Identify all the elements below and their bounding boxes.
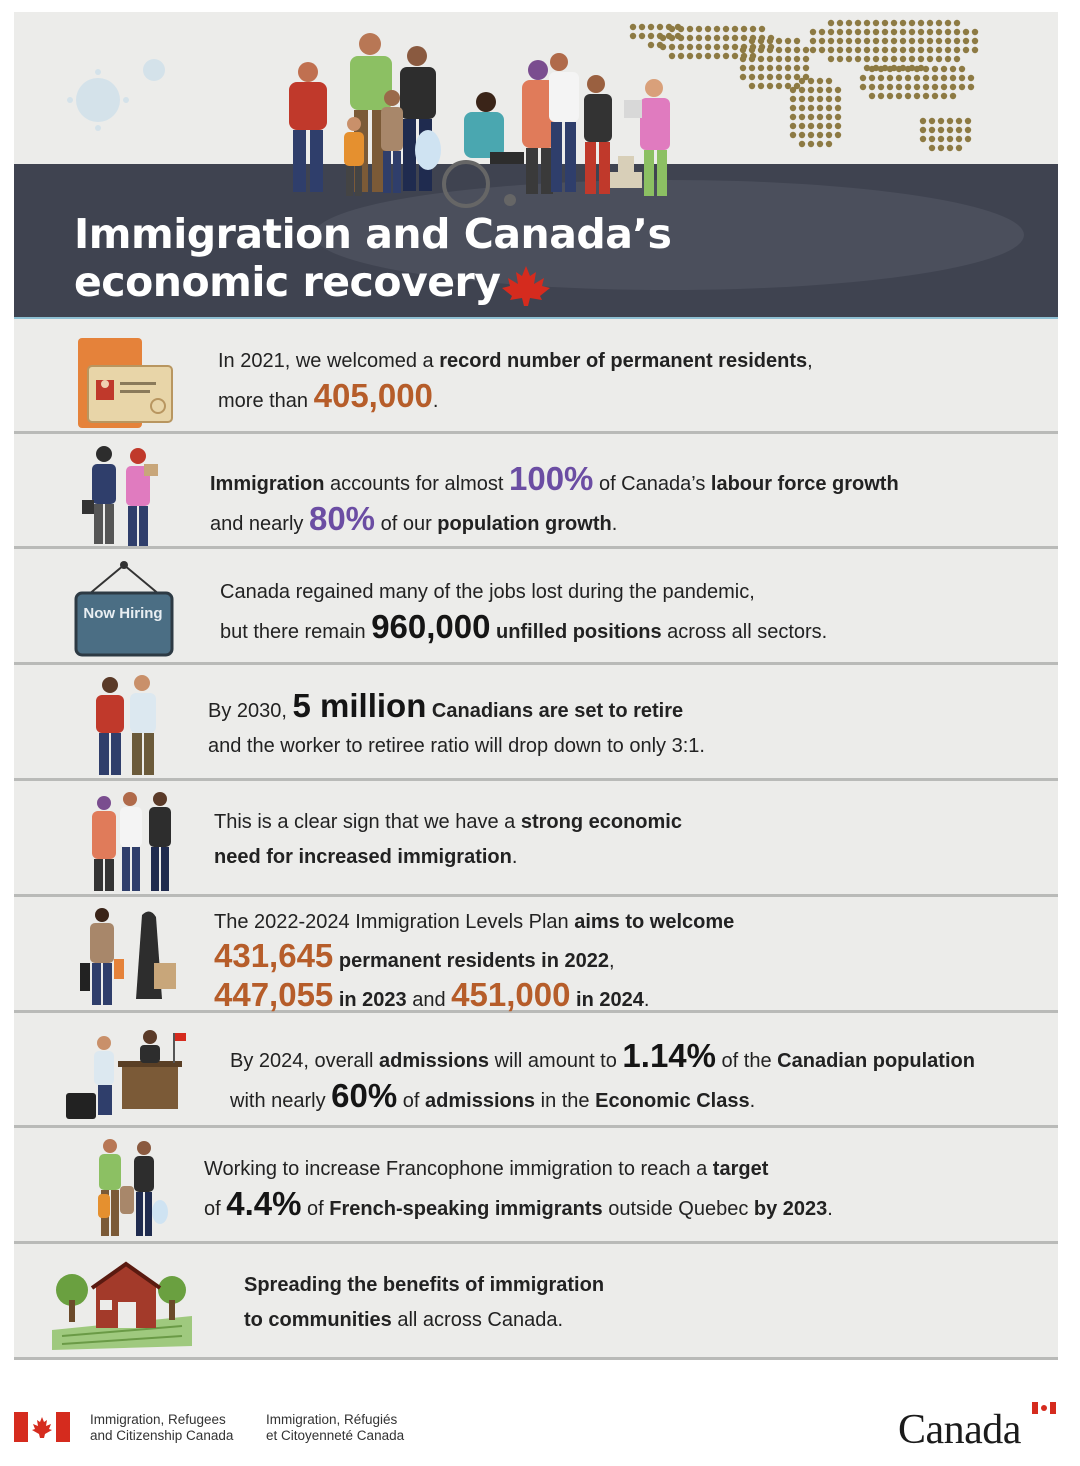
page-title: Immigration and Canada’s economic recove…: [74, 210, 672, 306]
stat-value-1-14-percent: 1.14%: [622, 1037, 716, 1074]
stat-row-levels-plan: The 2022-2024 Immigration Levels Plan ai…: [14, 899, 1058, 1013]
row-text: The 2022-2024 Immigration Levels Plan ai…: [214, 911, 735, 1013]
stat-row-permanent-residents: In 2021, we welcomed a record number of …: [14, 322, 1058, 434]
wordmark-flag-icon: [1032, 1402, 1056, 1414]
world-map-icon: [629, 19, 979, 152]
stat-value-447055: 447,055: [214, 976, 334, 1013]
stat-value-80-percent: 80%: [308, 500, 376, 537]
hero-banner: Immigration and Canada’s economic recove…: [14, 12, 1058, 319]
hero-illustration: [67, 19, 979, 208]
id-card-icon: [78, 338, 173, 428]
stat-value-431645: 431,645: [214, 937, 334, 974]
workers-icon: [82, 446, 158, 546]
stat-value-5-million: 5 million: [292, 687, 427, 724]
stat-row-unfilled-positions: Now Hiring Canada regained many of the j…: [14, 551, 1058, 665]
travellers-icon: [80, 908, 176, 1005]
row-text: Spreading the benefits of immigration to…: [244, 1274, 605, 1331]
stat-value-100-percent: 100%: [508, 460, 594, 497]
retirees-icon: [96, 675, 156, 775]
canada-flag-icon: [14, 1412, 70, 1442]
family-children-icon: [98, 1139, 168, 1236]
department-name-en: Immigration, Refugees and Citizenship Can…: [90, 1412, 234, 1443]
people-group-icon: [289, 33, 670, 208]
stat-row-admissions: By 2024, overall admissions will amount …: [14, 1015, 1058, 1128]
row-text: In 2021, we welcomed a record number of …: [218, 350, 813, 414]
statement-row-economic-need: This is a clear sign that we have a stro…: [14, 783, 1058, 897]
stat-value-405000: 405,000: [313, 377, 433, 414]
family-icon: [92, 792, 171, 891]
office-desk-icon: [66, 1030, 186, 1119]
now-hiring-sign-text: Now Hiring: [83, 605, 163, 622]
now-hiring-sign-icon: [74, 561, 174, 657]
row-text: This is a clear sign that we have a stro…: [214, 811, 682, 868]
farm-barn-icon: [52, 1261, 192, 1350]
row-text: Canada regained many of the jobs lost du…: [220, 581, 828, 645]
statement-row-communities: Spreading the benefits of immigration to…: [14, 1246, 1058, 1360]
title-line-2: economic recovery: [74, 258, 501, 306]
stat-value-960000: 960,000: [371, 608, 491, 645]
row-text: By 2024, overall admissions will amount …: [230, 1037, 975, 1114]
title-line-1: Immigration and Canada’s: [74, 210, 672, 258]
footer: Immigration, Refugees and Citizenship Can…: [14, 1396, 1064, 1456]
row-text: Immigration accounts for almost 100% of …: [210, 460, 899, 537]
stat-value-60-percent: 60%: [331, 1077, 398, 1114]
stat-row-retirement: By 2030, 5 million Canadians are set to …: [14, 667, 1058, 781]
stat-row-francophone: Working to increase Francophone immigrat…: [14, 1130, 1058, 1244]
infographic: Immigration and Canada’s economic recove…: [14, 12, 1058, 1360]
stat-value-451000: 451,000: [451, 976, 571, 1013]
row-text: Working to increase Francophone immigrat…: [204, 1158, 833, 1222]
stat-row-labour-force: Immigration accounts for almost 100% of …: [14, 436, 1058, 549]
stat-value-4-4-percent: 4.4%: [226, 1185, 302, 1222]
row-text: By 2030, 5 million Canadians are set to …: [208, 687, 705, 757]
virus-icon: [67, 59, 165, 131]
department-name-fr: Immigration, Réfugiés et Citoyenneté Cana…: [266, 1412, 405, 1443]
maple-leaf-icon: [502, 266, 550, 306]
canada-wordmark: Canada: [898, 1407, 1021, 1453]
